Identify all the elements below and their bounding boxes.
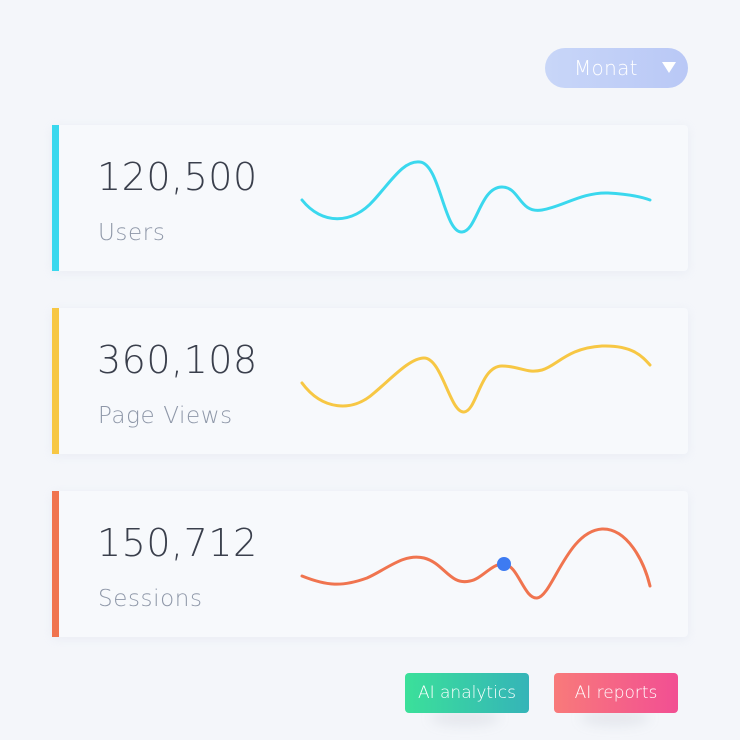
stat-card-users: 120,500 Users (52, 125, 688, 271)
period-select[interactable]: Monat (545, 48, 688, 88)
stat-value: 150,712 (97, 521, 258, 565)
stat-label: Page Views (98, 403, 233, 429)
sparkline-line (300, 160, 652, 234)
sparkline-users (300, 160, 652, 234)
sparkline-sessions (300, 527, 652, 600)
ai-reports-button[interactable]: AI reports (554, 673, 678, 713)
sparkline-marker (497, 557, 511, 571)
button-shadow (430, 710, 500, 726)
accent-bar (52, 308, 59, 454)
accent-bar (52, 125, 59, 271)
stat-value: 360,108 (97, 338, 258, 382)
stat-label: Users (98, 220, 166, 246)
stat-card-page-views: 360,108 Page Views (52, 308, 688, 454)
period-select-value: Monat (574, 56, 638, 80)
stat-value: 120,500 (97, 155, 258, 199)
stat-label: Sessions (98, 586, 203, 612)
accent-bar (52, 491, 59, 637)
button-shadow (580, 710, 650, 726)
stat-card-sessions: 150,712 Sessions (52, 491, 688, 637)
sparkline-line (300, 527, 652, 600)
caret-down-icon (662, 62, 676, 73)
sparkline-page-views (300, 344, 652, 414)
sparkline-line (300, 344, 652, 414)
ai-analytics-button[interactable]: AI analytics (405, 673, 529, 713)
